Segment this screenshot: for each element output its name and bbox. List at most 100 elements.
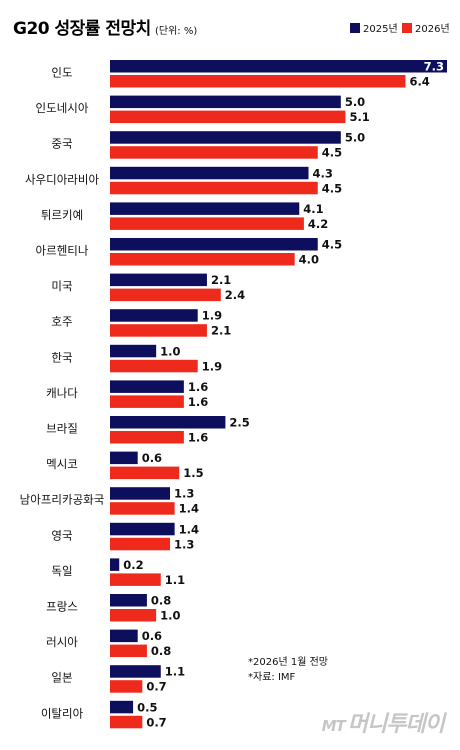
- category-label: 러시아: [46, 635, 78, 649]
- bar-2025: [110, 60, 447, 73]
- category-label: 브라질: [46, 422, 78, 436]
- category-label: 호주: [51, 315, 72, 329]
- value-label-2026: 2.4: [225, 288, 245, 302]
- value-label-2026: 0.8: [151, 644, 171, 658]
- value-label-2026: 0.7: [146, 715, 166, 729]
- legend-swatch-2026: [402, 22, 412, 33]
- watermark-mark: MT: [321, 717, 346, 735]
- value-label-2026: 1.3: [174, 537, 194, 551]
- category-label: 사우디아라비아: [25, 172, 99, 186]
- bar-2026: [110, 253, 295, 266]
- bar-2026: [110, 715, 143, 729]
- value-label-2026: 6.4: [409, 75, 429, 89]
- bar-2026: [110, 431, 184, 444]
- value-label-2025: 2.1: [211, 273, 231, 287]
- bar-2025: [110, 416, 226, 429]
- bar-2026: [110, 502, 175, 515]
- bar-2026: [110, 680, 143, 693]
- category-label: 튀르키예: [41, 208, 83, 222]
- category-label: 이탈리아: [41, 706, 84, 720]
- value-label-2026: 2.1: [211, 324, 231, 338]
- bar-2026: [110, 288, 221, 302]
- bar-2026: [110, 644, 147, 658]
- bar-2025: [110, 95, 341, 109]
- bar-2025: [110, 522, 175, 536]
- value-label-2026: 4.5: [322, 146, 342, 160]
- value-label-2025: 4.5: [322, 238, 342, 252]
- bar-2026: [110, 359, 198, 373]
- value-label-2025: 5.0: [345, 95, 365, 109]
- value-label-2025: 0.6: [142, 451, 162, 465]
- watermark-logo: MT 머니투데이: [321, 706, 445, 738]
- notes: *2026년 1월 전망 *자료: IMF: [248, 655, 328, 685]
- bar-2025: [110, 344, 157, 358]
- bar-2026: [110, 395, 184, 408]
- category-label: 캐나다: [46, 386, 78, 400]
- bar-2026: [110, 146, 318, 159]
- value-label-2025: 0.6: [142, 629, 162, 643]
- bar-2025: [110, 273, 207, 287]
- legend-swatch-2025: [350, 22, 360, 33]
- category-label: 멕시코: [46, 457, 78, 471]
- value-label-2026: 1.5: [183, 466, 203, 480]
- value-label-2026: 5.1: [349, 110, 369, 124]
- value-label-2025: 1.4: [179, 522, 199, 536]
- legend-item-2026: 2026년: [402, 20, 450, 35]
- note-forecast: *2026년 1월 전망: [248, 657, 328, 668]
- watermark-text: 머니투데이: [347, 712, 445, 737]
- bar-2025: [110, 238, 318, 251]
- value-label-2026: 4.5: [322, 181, 342, 195]
- category-label: 일본: [51, 671, 72, 685]
- value-label-2025: 4.1: [303, 202, 323, 216]
- bar-2025: [110, 629, 138, 643]
- bar-2026: [110, 75, 406, 88]
- value-label-2026: 1.4: [179, 502, 199, 516]
- bar-2025: [110, 309, 198, 322]
- bar-2026: [110, 181, 318, 195]
- category-label: 프랑스: [46, 600, 78, 614]
- bar-2025: [110, 665, 161, 678]
- category-label: 영국: [51, 528, 72, 542]
- category-label: 남아프리카공화국: [20, 493, 105, 507]
- bar-2025: [110, 166, 309, 180]
- category-label: 아르헨티나: [36, 244, 89, 258]
- bar-2025: [110, 451, 138, 465]
- bar-2026: [110, 217, 304, 230]
- value-label-2025: 1.3: [174, 487, 194, 501]
- value-label-2026: 1.6: [188, 395, 208, 409]
- value-label-2025: 0.5: [137, 700, 157, 714]
- value-label-2026: 4.2: [308, 217, 328, 231]
- value-label-2025: 1.6: [188, 380, 208, 394]
- bar-2026: [110, 537, 171, 551]
- value-label-2025: 1.0: [160, 344, 180, 358]
- category-label: 미국: [51, 279, 72, 293]
- bar-2025: [110, 131, 341, 144]
- category-label: 인도: [51, 66, 72, 80]
- category-label: 인도네시아: [36, 101, 89, 115]
- category-label: 중국: [51, 137, 72, 151]
- bar-2026: [110, 609, 157, 622]
- value-label-2026: 0.7: [146, 680, 166, 694]
- bar-2025: [110, 594, 147, 607]
- legend-item-2025: 2025년: [350, 20, 398, 35]
- bar-2026: [110, 324, 207, 337]
- bar-2025: [110, 380, 184, 393]
- value-label-2026: 1.6: [188, 431, 208, 445]
- value-label-2025: 2.5: [229, 416, 249, 430]
- bar-2026: [110, 466, 180, 480]
- value-label-2025: 0.2: [123, 558, 143, 572]
- value-label-2026: 1.9: [202, 359, 222, 373]
- note-source: *자료: IMF: [248, 672, 296, 683]
- bar-2025: [110, 487, 171, 500]
- bar-2025: [110, 202, 300, 215]
- value-label-2025: 4.3: [313, 166, 333, 180]
- value-label-2025: 1.1: [165, 665, 185, 679]
- value-label-2025: 7.3: [424, 60, 444, 74]
- bar-2025: [110, 558, 120, 571]
- category-label: 독일: [51, 564, 72, 578]
- bar-2026: [110, 573, 161, 586]
- chart-title: G20 성장률 전망치: [13, 19, 151, 39]
- value-label-2025: 1.9: [202, 309, 222, 323]
- legend-label-2025: 2025년: [363, 24, 398, 35]
